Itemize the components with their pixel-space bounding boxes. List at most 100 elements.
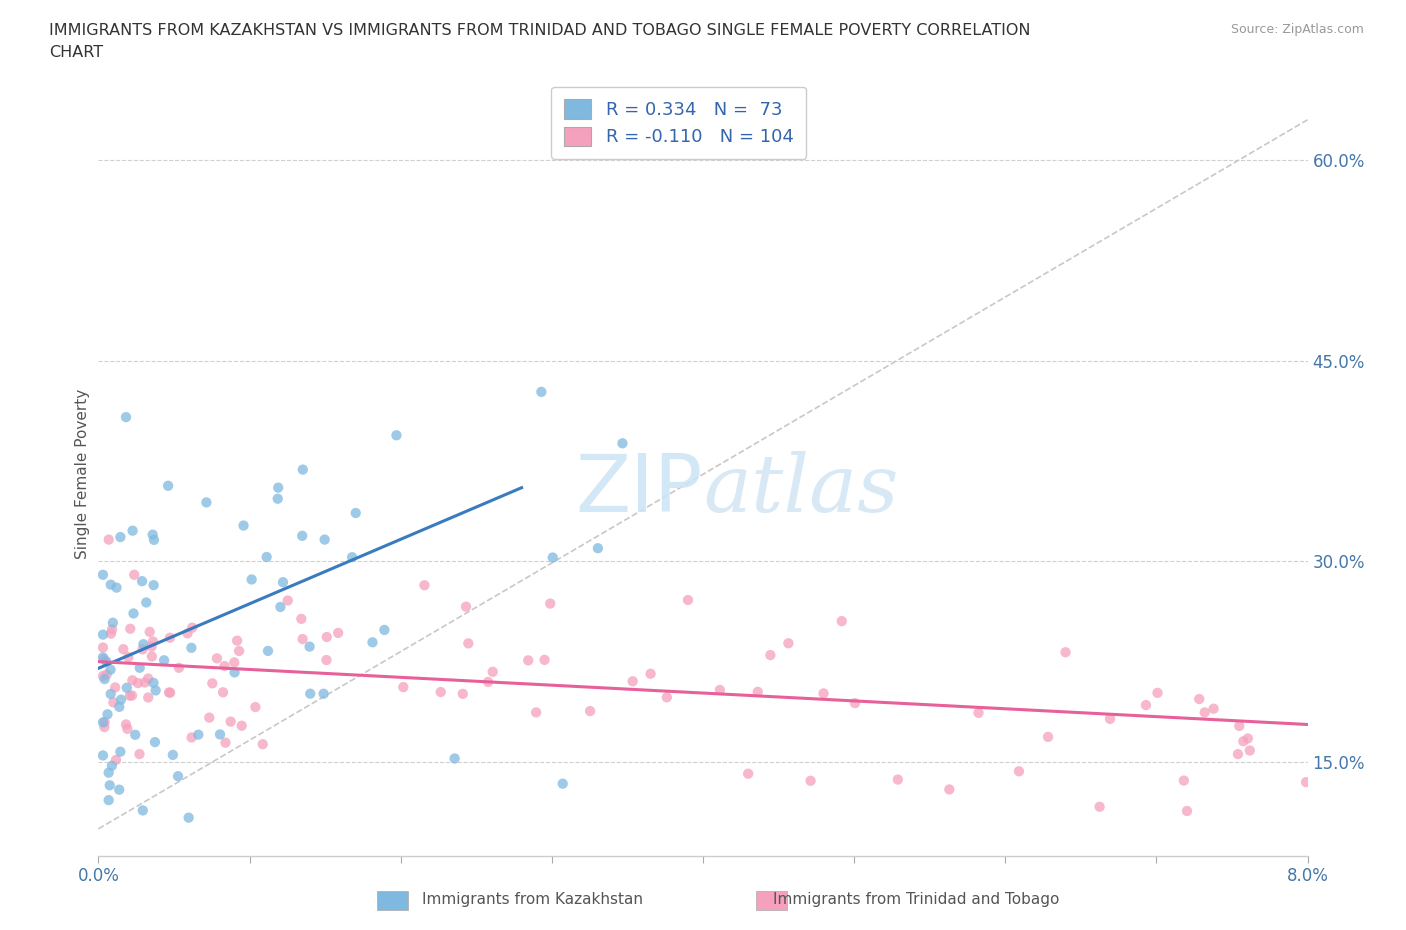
Point — [938, 782, 960, 797]
Point — [159, 631, 181, 645]
Point — [141, 649, 163, 664]
Point — [1036, 729, 1059, 744]
Point — [1232, 734, 1254, 749]
Point — [1188, 692, 1211, 707]
Point — [538, 596, 561, 611]
Point — [1054, 644, 1077, 659]
Point — [142, 527, 165, 542]
Point — [291, 631, 314, 646]
Point — [385, 428, 408, 443]
Point — [100, 578, 122, 592]
Point — [1098, 711, 1121, 726]
Point — [1227, 719, 1250, 734]
Point — [142, 578, 165, 592]
Point — [245, 699, 267, 714]
Point — [131, 642, 153, 657]
Point — [117, 650, 139, 665]
Point — [105, 580, 128, 595]
Point — [640, 666, 662, 681]
Point — [429, 684, 451, 699]
Legend: R = 0.334   N =  73, R = -0.110   N = 104: R = 0.334 N = 73, R = -0.110 N = 104 — [551, 86, 806, 159]
Point — [201, 676, 224, 691]
Point — [118, 688, 141, 703]
Text: Immigrants from Kazakhstan: Immigrants from Kazakhstan — [422, 892, 643, 907]
Point — [142, 634, 165, 649]
Point — [1173, 773, 1195, 788]
Point — [176, 626, 198, 641]
Point — [291, 528, 314, 543]
Point — [96, 654, 118, 669]
Point — [97, 532, 120, 547]
Point — [198, 711, 221, 725]
Point — [579, 704, 602, 719]
Point — [290, 611, 312, 626]
Point — [454, 599, 477, 614]
Point — [228, 644, 250, 658]
Point — [219, 714, 242, 729]
Point — [271, 575, 294, 590]
Point — [1088, 799, 1111, 814]
Point — [120, 621, 142, 636]
Text: IMMIGRANTS FROM KAZAKHSTAN VS IMMIGRANTS FROM TRINIDAD AND TOBAGO SINGLE FEMALE : IMMIGRANTS FROM KAZAKHSTAN VS IMMIGRANTS… — [49, 23, 1031, 38]
Point — [214, 736, 236, 751]
Point — [315, 653, 337, 668]
Point — [96, 707, 118, 722]
Point — [392, 680, 415, 695]
Point — [187, 727, 209, 742]
Point — [413, 578, 436, 592]
Point — [100, 662, 122, 677]
Point — [314, 532, 336, 547]
Point — [104, 752, 127, 767]
Point — [157, 685, 180, 700]
Point — [112, 642, 135, 657]
Y-axis label: Single Female Poverty: Single Female Poverty — [75, 389, 90, 560]
Text: Source: ZipAtlas.com: Source: ZipAtlas.com — [1230, 23, 1364, 36]
Point — [533, 653, 555, 668]
Point — [132, 637, 155, 652]
Point — [128, 660, 150, 675]
Point — [108, 782, 131, 797]
Point — [778, 636, 800, 651]
Point — [157, 478, 180, 493]
Point — [93, 714, 115, 729]
Point — [298, 639, 321, 654]
Point — [212, 684, 235, 699]
Point — [224, 655, 246, 670]
Point — [252, 737, 274, 751]
Point — [267, 480, 290, 495]
Point — [655, 690, 678, 705]
Text: CHART: CHART — [49, 45, 103, 60]
Point — [621, 674, 644, 689]
Point — [159, 685, 181, 700]
Point — [530, 384, 553, 399]
Point — [167, 769, 190, 784]
Point — [153, 653, 176, 668]
Point — [1237, 731, 1260, 746]
Point — [457, 636, 479, 651]
Point — [1226, 747, 1249, 762]
Point — [145, 683, 167, 698]
Point — [813, 686, 835, 701]
Point — [612, 436, 634, 451]
Point — [115, 717, 138, 732]
Point — [443, 751, 465, 766]
Point — [136, 690, 159, 705]
Point — [541, 550, 564, 565]
Point — [121, 524, 143, 538]
Point — [115, 410, 138, 425]
Point — [91, 715, 114, 730]
Point — [167, 660, 190, 675]
Point — [181, 620, 204, 635]
Point — [240, 572, 263, 587]
Point — [121, 688, 143, 703]
Point — [91, 567, 114, 582]
Point — [91, 669, 114, 684]
Point — [91, 748, 114, 763]
Point — [141, 639, 163, 654]
Point — [524, 705, 547, 720]
Point — [134, 675, 156, 690]
Point — [143, 533, 166, 548]
Point — [101, 616, 124, 631]
Point — [93, 720, 115, 735]
Point — [1175, 804, 1198, 818]
